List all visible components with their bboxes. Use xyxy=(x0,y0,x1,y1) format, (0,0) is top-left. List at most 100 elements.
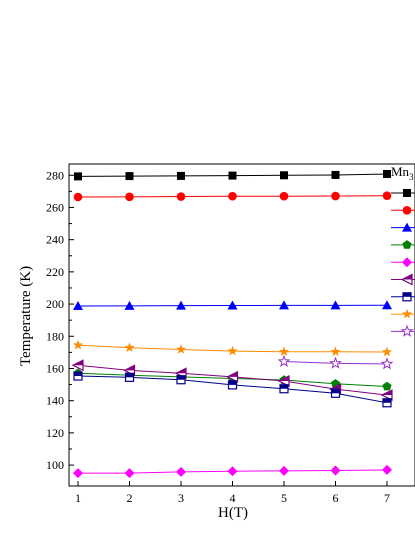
y-axis: 100 120 140 160 180 200 220 240 260 280 xyxy=(46,168,74,472)
legend-entry xyxy=(391,257,415,268)
y-axis-label: Temperature (K) xyxy=(18,266,34,366)
data-point xyxy=(403,189,411,197)
legend-entry xyxy=(391,308,415,319)
series-3 xyxy=(73,300,392,311)
y-tick-label: 260 xyxy=(46,200,64,214)
data-point xyxy=(124,468,135,479)
data-point xyxy=(331,191,340,201)
data-point xyxy=(73,301,83,311)
data-point xyxy=(331,170,340,179)
data-point xyxy=(226,370,239,383)
data-point xyxy=(124,372,135,382)
data-point xyxy=(400,273,413,286)
y-tick-label: 140 xyxy=(46,394,64,408)
legend-entry xyxy=(391,240,415,249)
x-tick-label: 3 xyxy=(178,491,184,505)
data-point xyxy=(382,381,392,391)
series-9 xyxy=(277,354,394,370)
data-point xyxy=(402,240,412,249)
series-2 xyxy=(73,191,392,202)
data-point xyxy=(227,380,238,390)
legend-title: Mn3 xyxy=(391,164,414,182)
data-point xyxy=(380,389,393,402)
y-tick-label: 200 xyxy=(46,297,64,311)
data-point xyxy=(381,346,393,357)
data-point xyxy=(382,300,392,310)
data-point xyxy=(401,308,413,319)
data-point xyxy=(71,359,84,372)
data-point xyxy=(402,292,412,302)
data-point xyxy=(279,384,289,394)
data-point xyxy=(176,375,186,385)
data-point xyxy=(176,466,186,477)
data-point xyxy=(175,344,187,354)
data-point xyxy=(228,191,237,201)
x-axis-label: H(T) xyxy=(218,505,248,521)
y-tick-label: 160 xyxy=(46,361,64,375)
data-point xyxy=(280,171,288,180)
legend-entry xyxy=(391,222,415,232)
data-point xyxy=(177,171,185,180)
data-point xyxy=(125,192,134,202)
data-point xyxy=(73,371,83,381)
data-point xyxy=(383,169,391,178)
data-point xyxy=(400,324,414,337)
data-point xyxy=(330,465,341,476)
data-point xyxy=(227,466,238,477)
x-tick-label: 6 xyxy=(333,491,339,505)
plot-frame xyxy=(68,163,415,487)
legend: Mn3 xyxy=(391,164,415,337)
series-group xyxy=(71,169,394,479)
x-axis: 1 2 3 4 5 6 7 xyxy=(75,481,390,505)
x-tick-label: 2 xyxy=(127,491,133,505)
data-point xyxy=(227,300,238,310)
legend-entry xyxy=(391,292,415,302)
data-point xyxy=(277,375,290,387)
data-point xyxy=(402,222,412,232)
data-point xyxy=(227,345,238,356)
data-point xyxy=(279,191,289,201)
data-point xyxy=(74,172,82,181)
data-point xyxy=(176,300,186,310)
y-tick-label: 180 xyxy=(46,329,64,343)
data-point xyxy=(382,398,392,408)
data-point xyxy=(124,300,135,310)
series-1 xyxy=(74,169,391,181)
x-tick-label: 5 xyxy=(281,491,287,505)
y-tick-label: 280 xyxy=(46,168,64,182)
x-tick-label: 1 xyxy=(75,491,81,505)
x-tick-label: 4 xyxy=(230,491,236,505)
data-point xyxy=(73,192,83,202)
data-point xyxy=(382,464,392,475)
y-tick-label: 220 xyxy=(46,265,64,279)
data-point xyxy=(382,191,392,201)
data-point xyxy=(330,346,341,357)
data-point xyxy=(124,342,135,352)
series-7 xyxy=(73,371,392,408)
y-tick-label: 100 xyxy=(46,458,64,472)
data-point xyxy=(402,257,412,268)
data-point xyxy=(402,206,412,215)
data-point xyxy=(380,357,394,370)
y-tick-label: 120 xyxy=(46,426,64,440)
legend-entry xyxy=(391,273,415,286)
data-point xyxy=(228,171,237,180)
data-point xyxy=(279,300,289,310)
legend-entry xyxy=(391,206,415,215)
y-tick-label: 240 xyxy=(46,233,64,247)
data-point xyxy=(330,388,341,398)
data-point xyxy=(330,300,341,310)
data-point xyxy=(125,172,134,181)
legend-entry xyxy=(391,189,415,197)
x-tick-label: 7 xyxy=(384,491,390,505)
data-point xyxy=(73,468,83,479)
data-point xyxy=(329,356,342,369)
series-8 xyxy=(72,339,393,357)
data-point xyxy=(279,465,289,476)
data-point xyxy=(176,192,186,201)
series-5 xyxy=(73,464,392,479)
legend-entry xyxy=(391,324,415,337)
data-point xyxy=(277,354,291,368)
data-point xyxy=(278,346,290,357)
